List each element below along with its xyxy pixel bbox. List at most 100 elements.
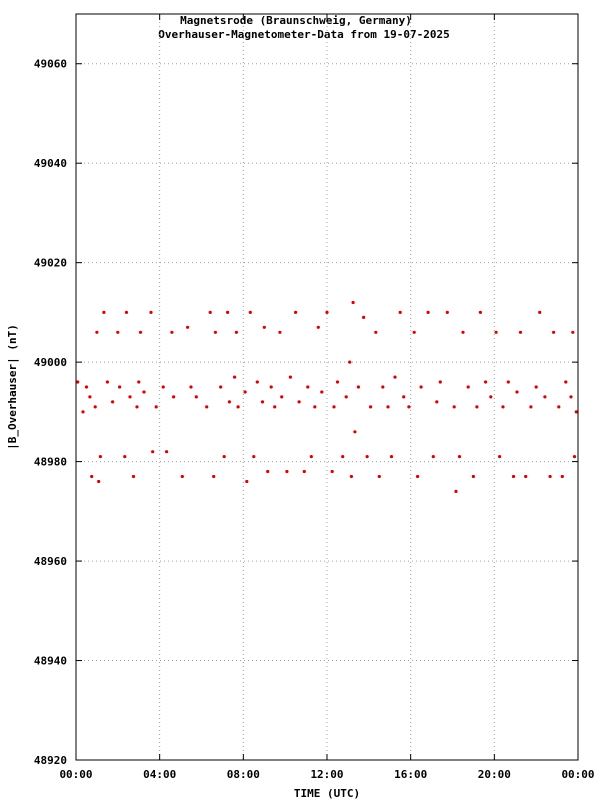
data-point <box>569 395 573 399</box>
data-point <box>151 450 155 454</box>
data-point <box>194 395 198 399</box>
data-point <box>341 455 345 459</box>
data-point <box>154 405 158 409</box>
data-point <box>335 380 340 384</box>
y-tick-label: 49020 <box>34 257 67 270</box>
data-point <box>212 474 216 479</box>
data-point <box>426 310 430 314</box>
data-point <box>81 410 85 414</box>
data-point <box>524 474 528 479</box>
data-point <box>534 385 538 389</box>
y-tick-label: 49000 <box>34 356 67 369</box>
data-point <box>461 330 465 334</box>
data-point <box>538 310 542 314</box>
data-point <box>393 375 397 379</box>
data-point <box>431 455 435 459</box>
data-point <box>374 330 378 334</box>
data-point <box>398 310 402 314</box>
data-point <box>412 330 416 334</box>
data-point <box>97 479 101 484</box>
y-tick-label: 48980 <box>34 456 67 469</box>
data-point <box>381 385 385 389</box>
data-point <box>208 310 212 314</box>
data-point <box>95 330 99 334</box>
data-point <box>149 310 153 314</box>
data-point <box>320 390 324 394</box>
x-tick-label: 00:00 <box>561 768 594 781</box>
data-point <box>386 405 390 409</box>
x-tick-label: 00:00 <box>59 768 92 781</box>
data-point <box>111 400 115 404</box>
data-point <box>186 325 190 329</box>
data-point <box>560 474 564 479</box>
x-tick-label: 16:00 <box>394 768 427 781</box>
data-point <box>252 455 256 459</box>
data-point <box>93 405 97 409</box>
x-tick-label: 20:00 <box>478 768 511 781</box>
y-tick-label: 48960 <box>34 555 67 568</box>
data-point <box>572 455 577 459</box>
data-point <box>402 395 406 399</box>
data-point <box>309 455 313 459</box>
data-point <box>557 405 561 409</box>
data-point <box>262 325 266 329</box>
x-tick-label: 08:00 <box>227 768 260 781</box>
data-point <box>407 405 411 409</box>
data-point <box>552 330 556 334</box>
data-point <box>266 469 270 474</box>
data-point <box>548 474 552 479</box>
chart-subtitle: Overhauser-Magnetometer-Data from 19-07-… <box>158 28 449 41</box>
data-point <box>313 405 317 409</box>
data-point <box>506 380 510 384</box>
data-point <box>213 330 217 334</box>
data-point <box>325 310 329 314</box>
data-point <box>172 395 176 399</box>
data-point <box>466 385 470 389</box>
data-point <box>105 380 109 384</box>
data-point <box>88 395 92 399</box>
data-point <box>219 385 223 389</box>
data-point <box>124 310 129 314</box>
data-point <box>478 310 482 314</box>
y-axis-tick-labels: 48920 48940 48960 48980 49000 49020 49040 49060 <box>34 58 67 767</box>
data-point <box>161 385 165 389</box>
data-point <box>128 395 132 399</box>
data-point <box>349 474 353 479</box>
data-point <box>457 455 462 459</box>
data-point <box>356 385 360 389</box>
data-point <box>278 330 282 334</box>
data-point <box>245 479 249 484</box>
axis-ticks <box>75 14 579 761</box>
data-point <box>484 380 488 384</box>
data-point <box>445 310 449 314</box>
data-point <box>116 330 120 334</box>
data-point <box>351 300 355 305</box>
data-point <box>377 474 381 479</box>
data-point <box>102 310 106 314</box>
data-point <box>330 469 334 474</box>
data-point <box>269 385 273 389</box>
data-point <box>205 405 209 409</box>
data-point <box>302 469 306 474</box>
data-point <box>273 405 277 409</box>
x-tick-label: 12:00 <box>310 768 343 781</box>
data-point <box>123 455 127 459</box>
data-point <box>518 330 523 334</box>
data-point <box>84 385 89 389</box>
data-point <box>498 455 502 459</box>
data-point <box>285 469 289 474</box>
data-point <box>529 405 533 409</box>
data-point <box>288 375 292 379</box>
data-point <box>280 395 284 399</box>
data-point <box>306 385 310 389</box>
data-point <box>76 380 80 384</box>
data-point <box>255 380 259 384</box>
data-point <box>515 390 519 394</box>
data-point <box>180 474 184 479</box>
data-point <box>233 375 237 379</box>
data-point <box>142 390 146 394</box>
data-point <box>543 395 547 399</box>
chart-title: Magnetsrode (Braunschweig, Germany) <box>180 14 412 27</box>
data-point <box>489 395 493 399</box>
y-tick-label: 48920 <box>34 754 67 767</box>
